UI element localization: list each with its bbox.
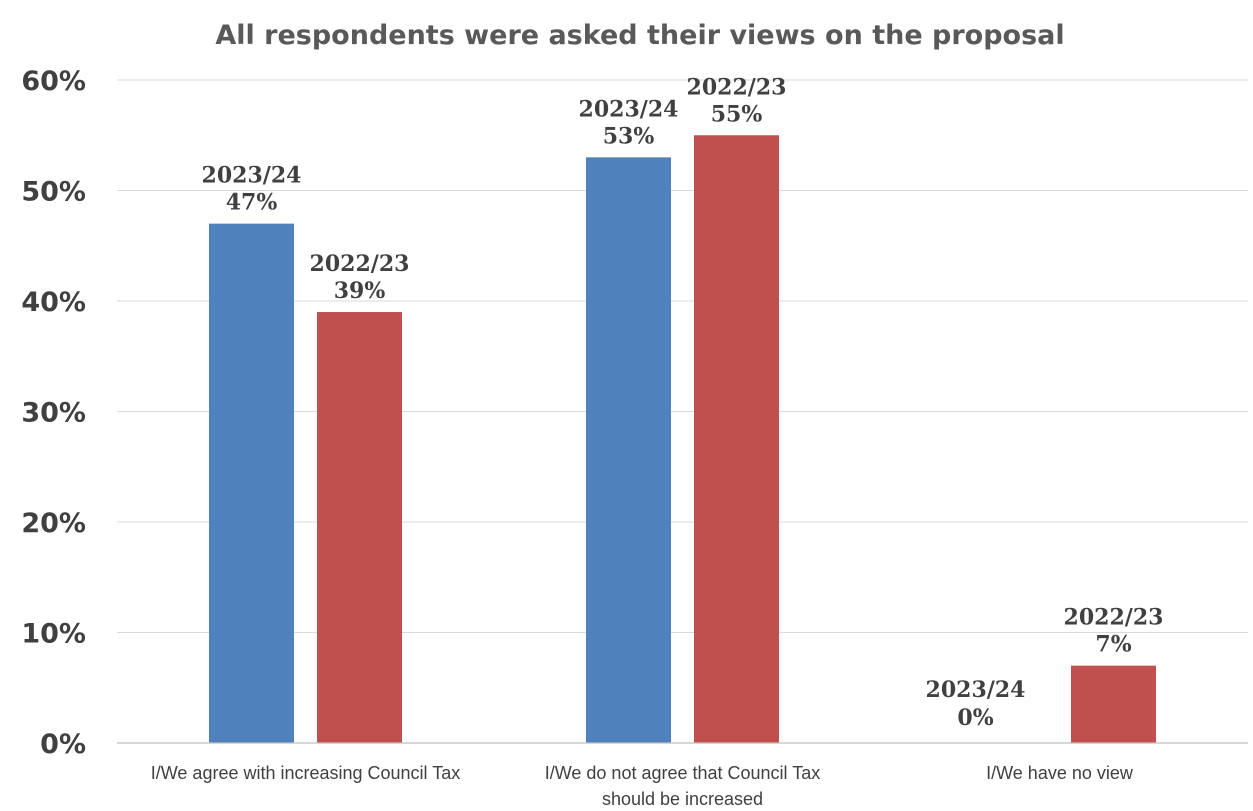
data-label-series: 2023/24 (926, 677, 1026, 703)
x-tick-label: I/We have no view (986, 763, 1134, 783)
bar-2023-24 (586, 157, 671, 744)
x-tick-label: I/We agree with increasing Council Tax (151, 763, 461, 783)
y-tick-label: 10% (21, 619, 86, 650)
data-label-value: 47% (226, 190, 278, 216)
data-label-series: 2023/24 (202, 163, 302, 189)
data-label-value: 39% (334, 278, 386, 304)
x-tick-label: should be increased (602, 789, 763, 809)
y-tick-label: 30% (21, 398, 86, 429)
data-labels: 2023/2447%2022/2339%2023/2453%2022/2355%… (202, 74, 1164, 731)
data-label-series: 2022/23 (1064, 605, 1164, 631)
y-tick-label: 40% (21, 287, 86, 318)
data-label-value: 7% (1095, 632, 1131, 658)
y-axis-ticks: 0% 10% 20% 30% 40% 50% 60% (21, 66, 86, 760)
bar-2022-23 (1071, 665, 1156, 743)
y-tick-label: 60% (21, 66, 86, 97)
y-tick-label: 0% (40, 729, 86, 760)
x-axis-ticks: I/We agree with increasing Council Tax I/… (151, 763, 1134, 809)
data-label-value: 53% (603, 123, 655, 149)
x-tick-label: I/We do not agree that Council Tax (545, 763, 821, 783)
y-tick-label: 50% (21, 177, 86, 208)
data-label-series: 2023/24 (579, 96, 679, 122)
data-label-value: 55% (711, 101, 763, 127)
data-label-series: 2022/23 (687, 74, 787, 100)
chart-title: All respondents were asked their views o… (215, 20, 1064, 51)
y-tick-label: 20% (21, 508, 86, 539)
bar-2022-23 (317, 312, 402, 743)
data-label-series: 2022/23 (310, 251, 410, 277)
bar-2022-23 (694, 135, 779, 743)
data-label-value: 0% (957, 705, 993, 731)
bar-2023-24 (209, 223, 294, 743)
gridlines (117, 79, 1248, 633)
bars (209, 135, 1156, 744)
